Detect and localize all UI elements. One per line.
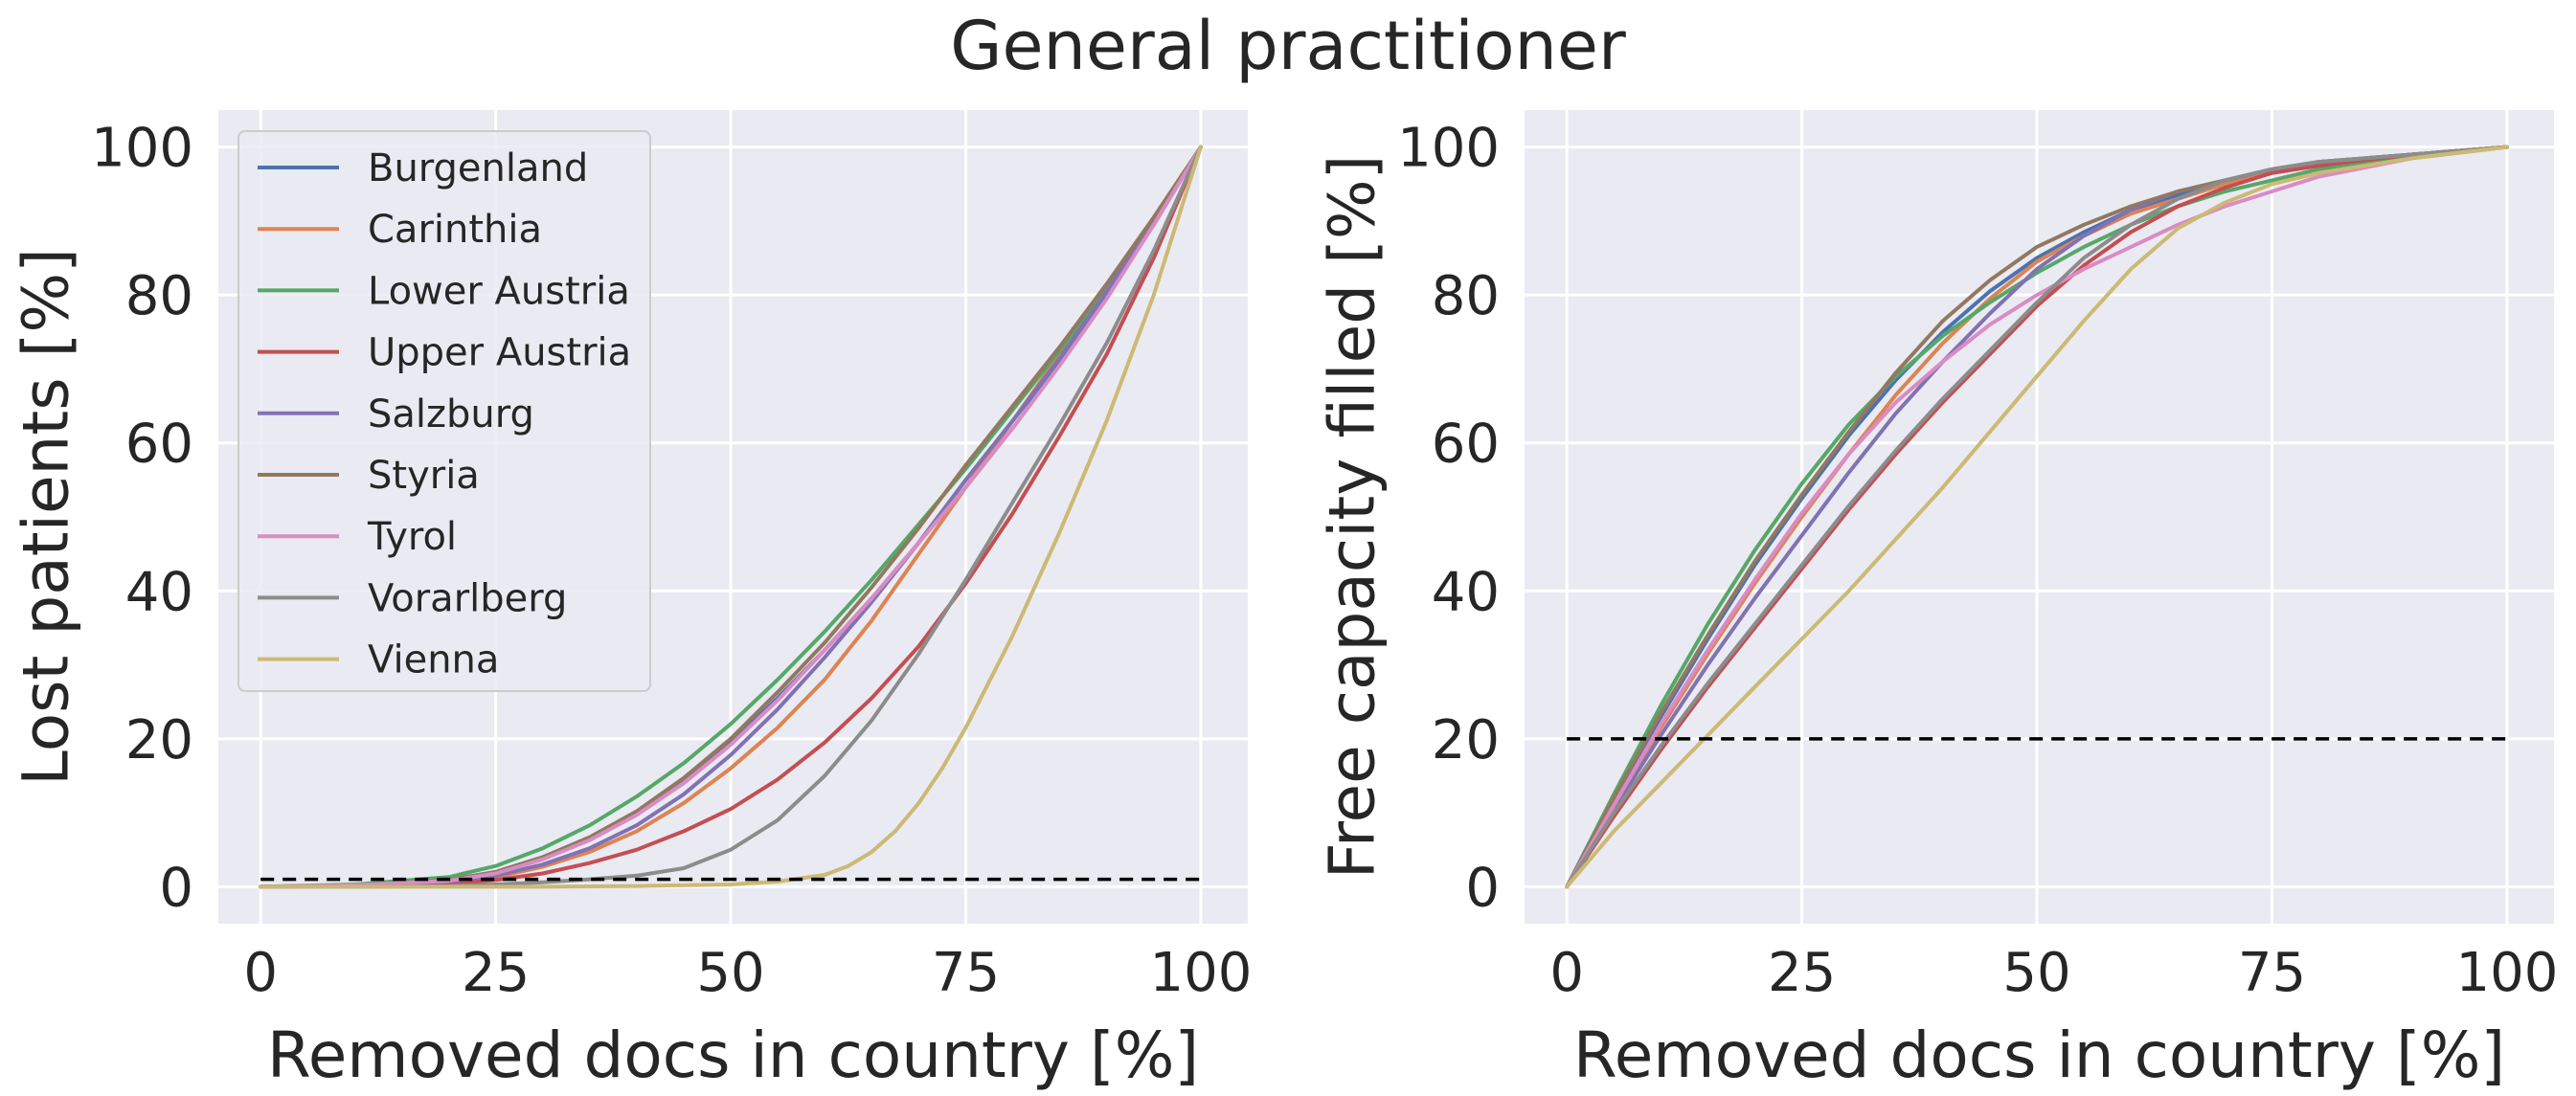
panel1-x-tick-label: 0 [243, 942, 278, 1004]
panel2-x-tick-label: 50 [2002, 942, 2070, 1004]
panel2-x-tick-label: 0 [1549, 942, 1584, 1004]
panel1-x-tick-label: 50 [696, 942, 764, 1004]
panel1-x-tick-label: 100 [1149, 942, 1252, 1004]
panel1-y-tick-label: 100 [91, 118, 193, 180]
panel2-x-tick-label: 75 [2238, 942, 2306, 1004]
panel2-y-tick-label: 20 [1432, 709, 1500, 772]
panel2-x-tick-label: 25 [1768, 942, 1836, 1004]
panel1-legend-label: Styria [368, 454, 480, 498]
panel1-legend-label: Carinthia [368, 208, 542, 252]
panel1-series-lower-austria [259, 145, 1203, 889]
panel1-y-tick-label: 60 [125, 414, 193, 476]
panel1-legend-label: Vorarlberg [368, 576, 567, 620]
panel1-legend-label: Vienna [368, 638, 499, 682]
panel2-series-lower-austria [1565, 145, 2509, 889]
panel1-legend-box [237, 130, 651, 692]
panel2-series-vorarlberg [1565, 145, 2509, 889]
panel1-x-axis-label: Removed docs in country [%] [267, 1018, 1199, 1092]
panel1-legend-label: Burgenland [368, 146, 588, 190]
panel2-series-vienna [1565, 145, 2509, 889]
panel1-series-tyrol [259, 145, 1203, 889]
panel2-plot-area [1525, 110, 2554, 924]
figure-title: General practitioner [950, 7, 1626, 85]
panel1-x-tick-label: 75 [932, 942, 1000, 1004]
panel2-y-tick-label: 100 [1397, 118, 1500, 180]
panel1-legend-label: Upper Austria [368, 331, 631, 375]
panel2-y-tick-label: 40 [1432, 561, 1500, 623]
panel1-legend-label: Salzburg [368, 392, 534, 436]
panel1-y-tick-label: 40 [125, 561, 193, 623]
panel1-series-vienna [259, 145, 1203, 889]
panel1-x-tick-label: 25 [462, 942, 530, 1004]
panel1-legend-label: Tyrol [367, 515, 457, 559]
panel2-y-tick-label: 60 [1432, 414, 1500, 476]
panel2-y-tick-label: 0 [1465, 857, 1500, 919]
panel2-series-tyrol [1565, 145, 2509, 889]
panel1-y-tick-label: 0 [159, 857, 193, 919]
panel1-legend-label: Lower Austria [368, 269, 630, 313]
panel1-series-salzburg [259, 145, 1203, 889]
panel2-y-axis-label: Free capacity filled [%] [1316, 155, 1390, 880]
panel1-y-axis-label: Lost patients [%] [10, 248, 83, 786]
panel2-series-upper-austria [1565, 145, 2509, 889]
panel2-x-axis-label: Removed docs in country [%] [1573, 1018, 2505, 1092]
panel2-x-tick-label: 100 [2455, 942, 2558, 1004]
panel1-y-tick-label: 80 [125, 265, 193, 327]
panel1-y-tick-label: 20 [125, 709, 193, 772]
panel1-series-upper-austria [259, 145, 1203, 889]
panel1-series-vorarlberg [259, 145, 1203, 889]
panel2-y-tick-label: 80 [1432, 265, 1500, 327]
